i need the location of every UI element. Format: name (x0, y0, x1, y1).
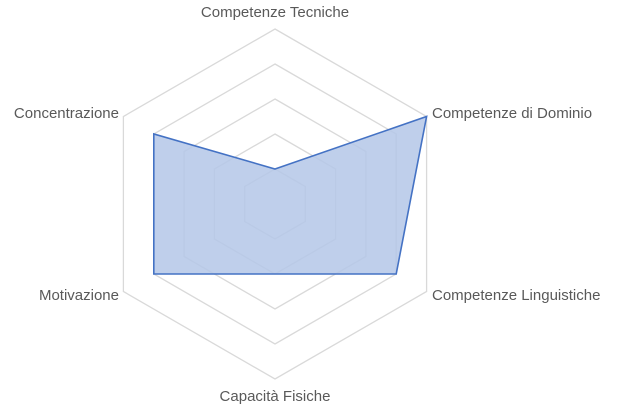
axis-label-motivazione: Motivazione (39, 287, 119, 304)
axis-labels: Competenze Tecniche Competenze di Domini… (14, 4, 601, 405)
series-area-0 (153, 115, 428, 275)
axis-label-capacita-fisiche: Capacità Fisiche (220, 388, 331, 405)
axis-label-competenze-linguistiche: Competenze Linguistiche (432, 287, 600, 304)
axis-label-competenze-di-dominio: Competenze di Dominio (432, 105, 592, 122)
axis-label-concentrazione: Concentrazione (14, 105, 119, 122)
radar-series-layer (153, 115, 428, 275)
axis-label-competenze-tecniche: Competenze Tecniche (201, 4, 349, 21)
